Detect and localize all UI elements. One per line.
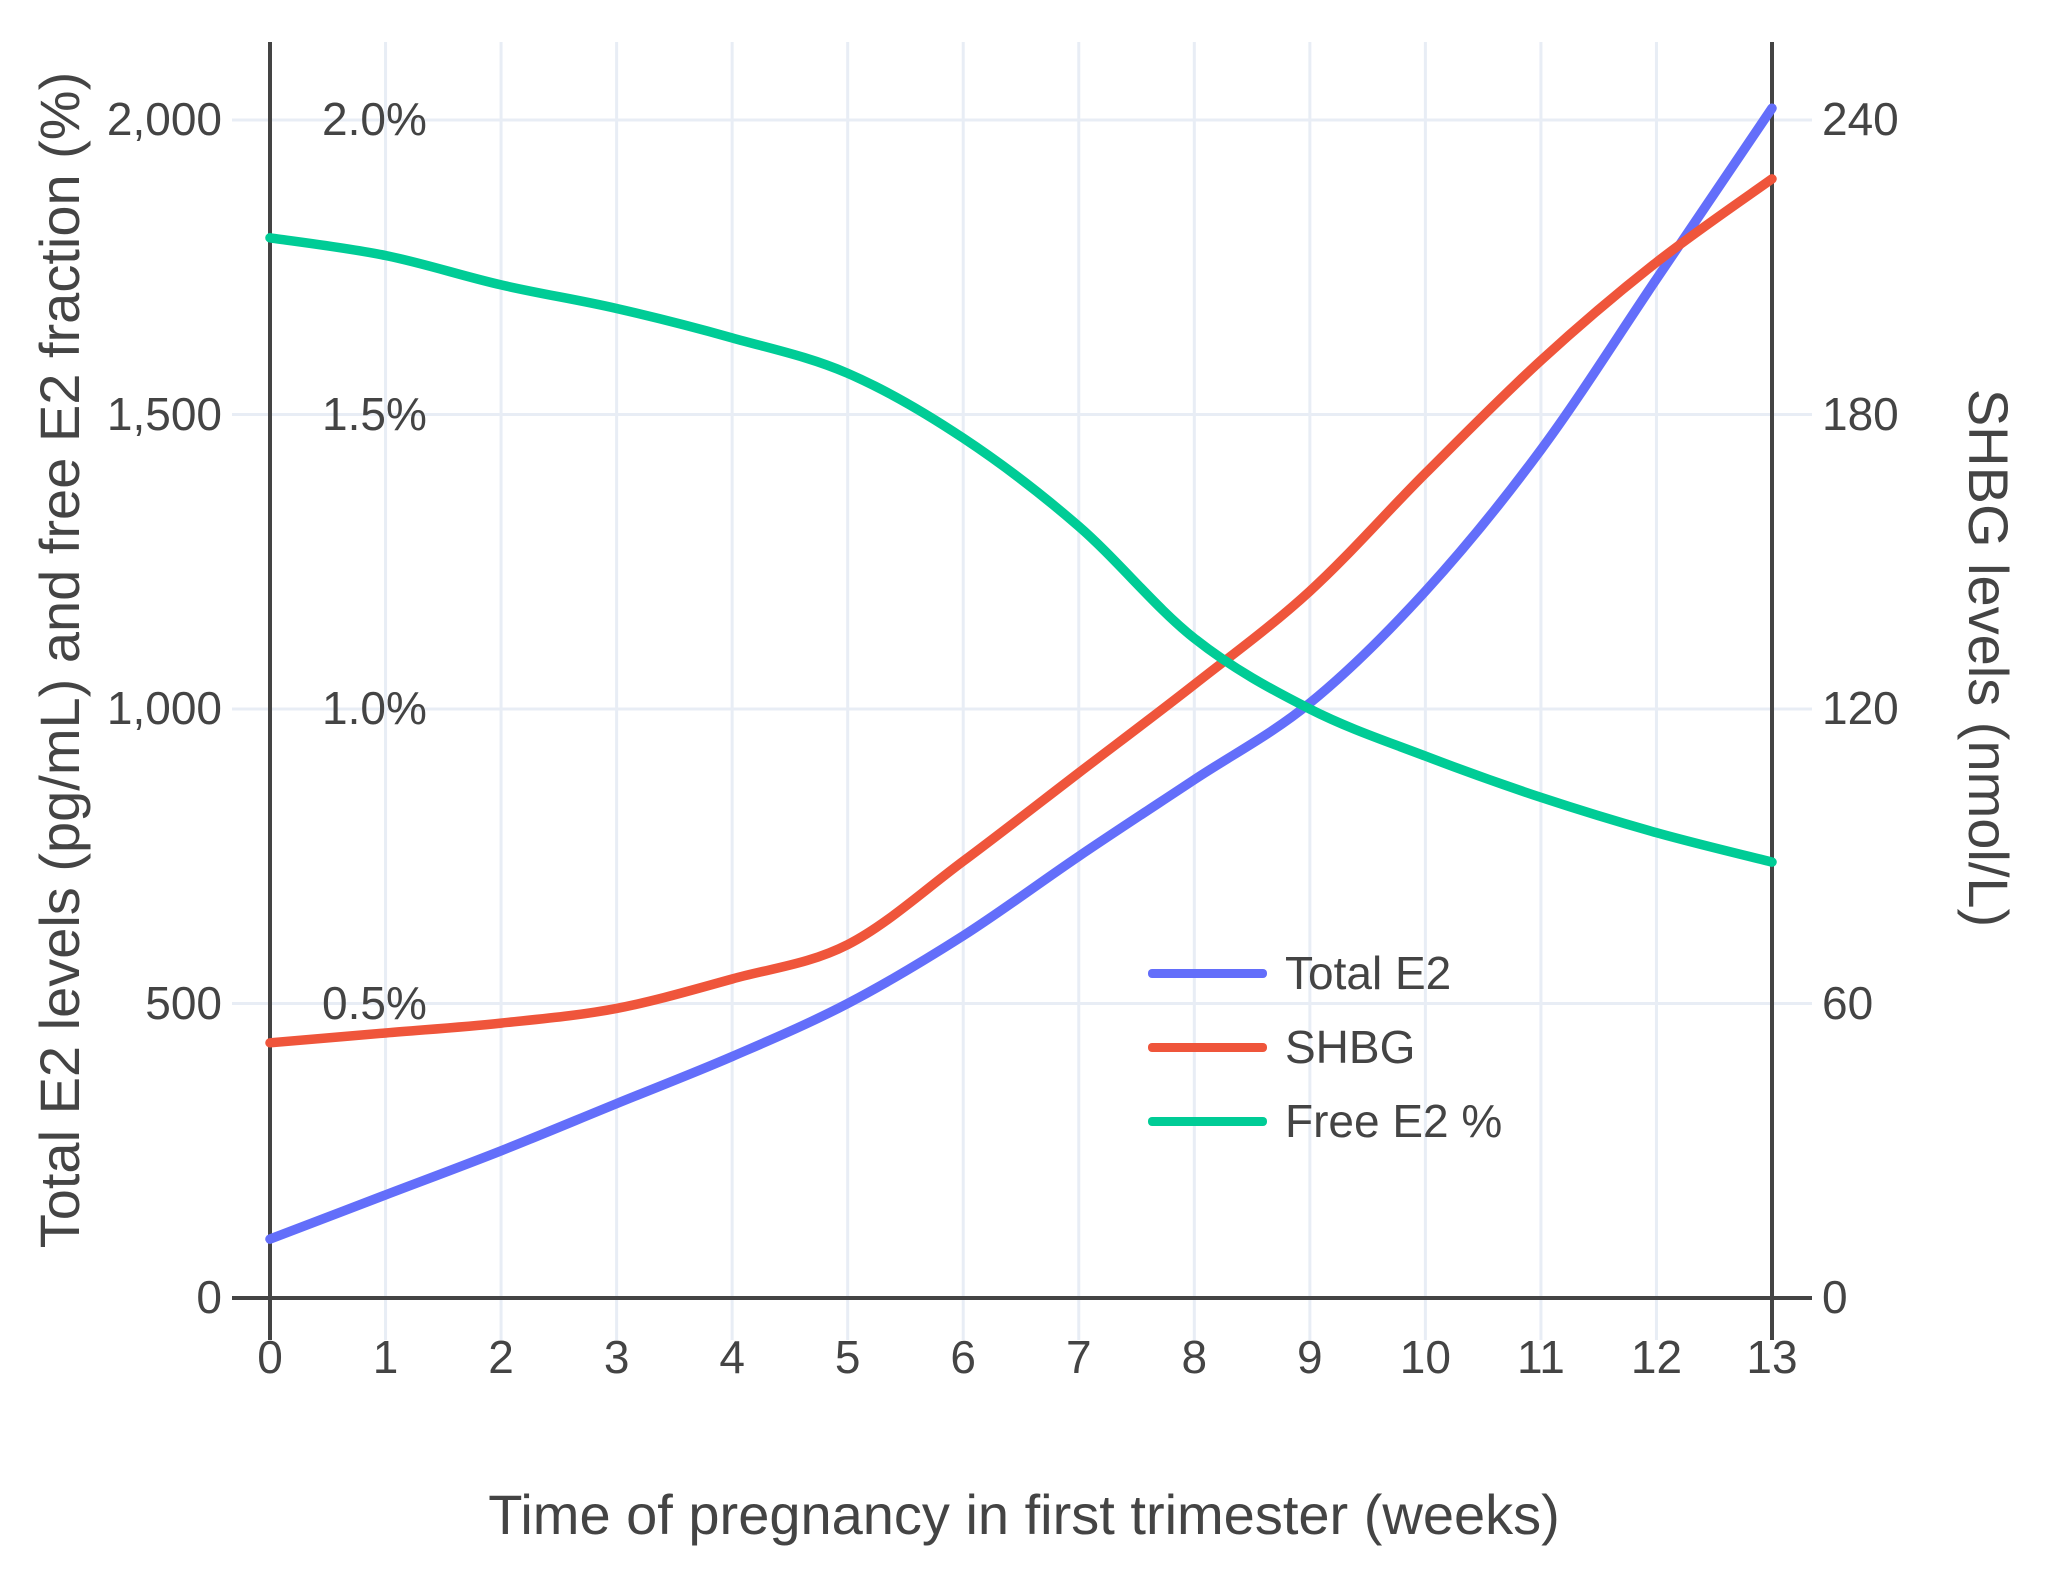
left-tick-500: 500	[145, 976, 222, 1029]
x-tick-11: 11	[1517, 1331, 1565, 1383]
legend-item-total-e2[interactable]: Total E2	[1148, 936, 1502, 1010]
shbg-curve[interactable]	[265, 174, 1777, 1048]
right-axis-title: SHBG levels (nmol/L)	[1957, 388, 2020, 928]
legend-label-total-e2: Total E2	[1285, 947, 1452, 999]
gridlines	[232, 42, 1812, 1340]
pct-tick-0.5%: 0.5%	[322, 976, 427, 1029]
x-tick-5: 5	[834, 1331, 861, 1383]
x-tick-8: 8	[1181, 1331, 1208, 1383]
left-tick-1000: 1,000	[106, 682, 222, 734]
left-tick-1500: 1,500	[106, 387, 222, 440]
x-axis-title: Time of pregnancy in first trimester (we…	[488, 1483, 1560, 1546]
left-axis-title: Total E2 levels (pg/mL) and free E2 frac…	[28, 71, 91, 1249]
legend: Total E2 SHBG Free E2 %	[1148, 936, 1502, 1158]
right-tick-240: 240	[1822, 93, 1899, 145]
x-tick-10: 10	[1399, 1331, 1451, 1383]
x-tick-3: 3	[603, 1331, 630, 1383]
right-tick-180: 180	[1822, 387, 1899, 440]
right-tick-0: 0	[1822, 1271, 1848, 1323]
x-tick-2: 2	[488, 1331, 514, 1383]
x-tick-9: 9	[1297, 1331, 1323, 1383]
legend-label-free-e2: Free E2 %	[1285, 1095, 1503, 1147]
right-tick-120: 120	[1822, 682, 1899, 734]
x-tick-12: 12	[1630, 1331, 1683, 1383]
x-tick-13: 13	[1746, 1331, 1798, 1383]
left-tick-2000: 2,000	[106, 93, 222, 145]
x-tick-4: 4	[719, 1331, 745, 1383]
pct-tick-2.0%: 2.0%	[322, 93, 427, 145]
free-e2-line-swatch	[1148, 1116, 1267, 1126]
legend-item-free-e2[interactable]: Free E2 %	[1148, 1084, 1502, 1158]
axis-lines	[232, 42, 1812, 1340]
left-tick-0: 0	[196, 1271, 222, 1323]
x-tick-7: 7	[1065, 1331, 1092, 1383]
free-e2-curve[interactable]	[265, 233, 1777, 867]
right-tick-60: 60	[1822, 976, 1874, 1029]
x-tick-0: 0	[257, 1331, 283, 1383]
legend-label-shbg: SHBG	[1285, 1021, 1416, 1073]
total-e2-curve[interactable]	[265, 103, 1777, 1244]
x-tick-1: 1	[372, 1331, 399, 1383]
pct-tick-1.5%: 1.5%	[322, 387, 427, 440]
legend-item-shbg[interactable]: SHBG	[1148, 1010, 1502, 1084]
total-e2-line-swatch	[1148, 968, 1267, 978]
series-curves	[265, 103, 1777, 1244]
shbg-line-swatch	[1148, 1042, 1267, 1052]
x-tick-6: 6	[950, 1331, 977, 1383]
pct-tick-1.0%: 1.0%	[322, 682, 427, 734]
